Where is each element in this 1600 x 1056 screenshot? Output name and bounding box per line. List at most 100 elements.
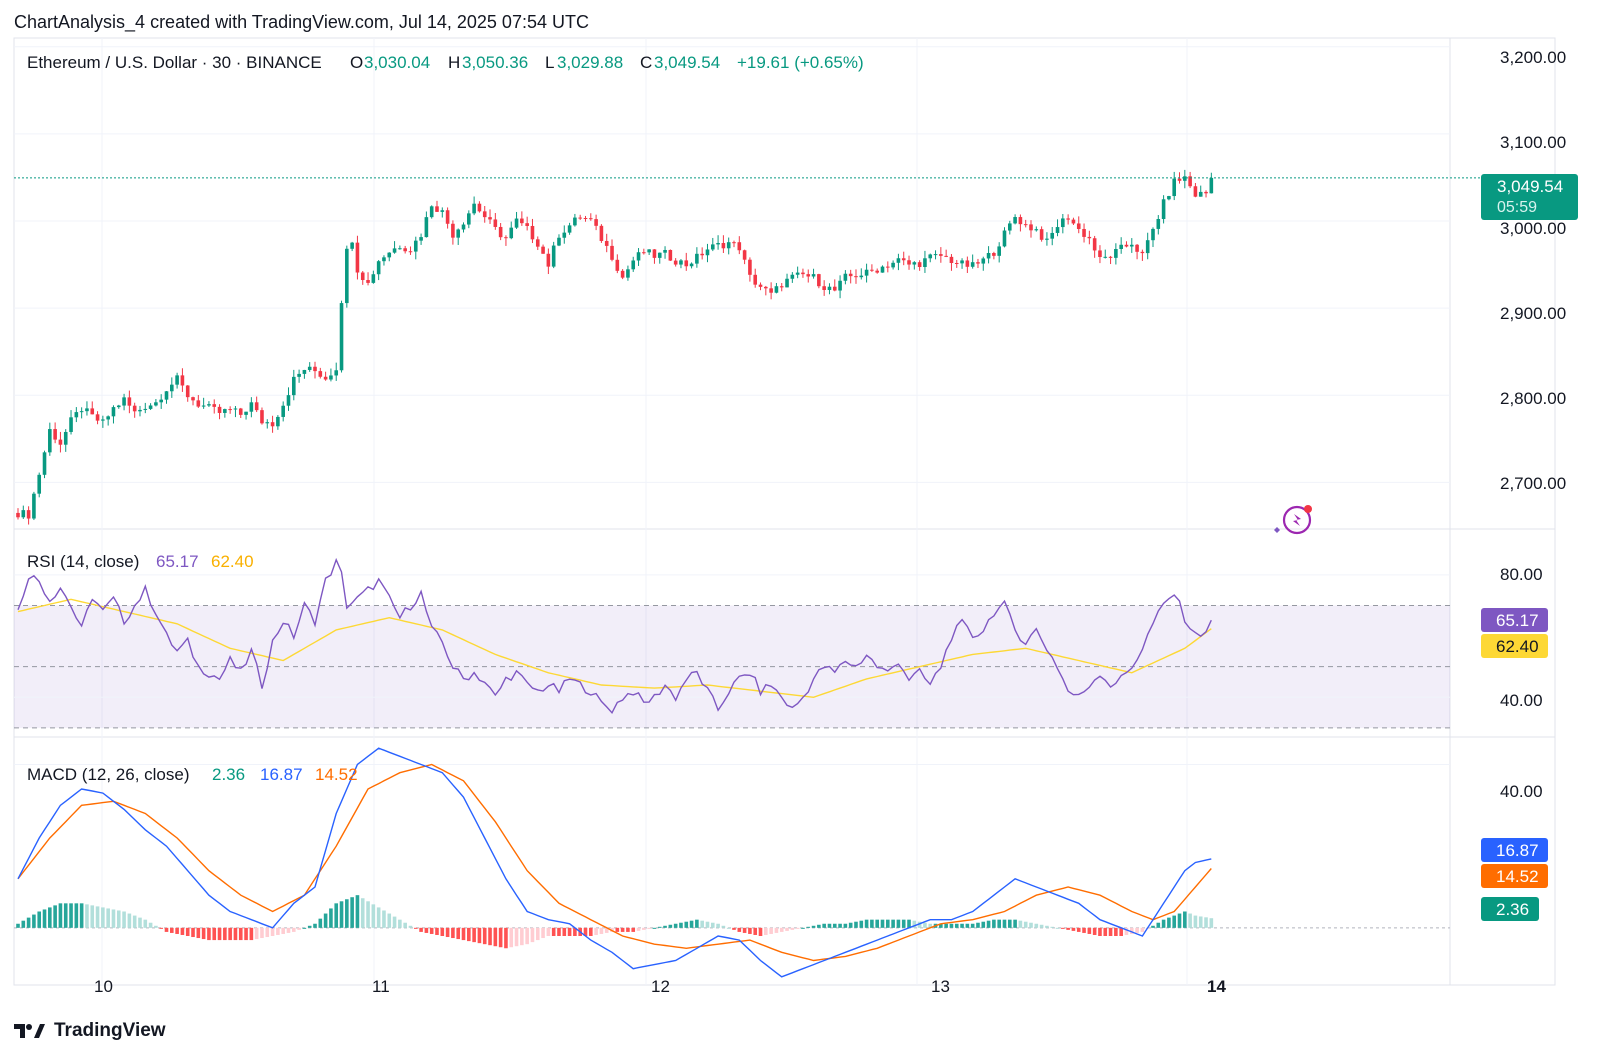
candle-body (642, 252, 646, 254)
candle-body (32, 493, 36, 519)
candle-body (228, 409, 232, 411)
candle-body (451, 223, 455, 238)
tradingview-branding[interactable]: TradingView (14, 1020, 166, 1042)
candle-body (859, 275, 864, 278)
macd-histogram-bar (748, 927, 752, 934)
candle-body (689, 263, 694, 267)
candle-body (684, 260, 689, 267)
candle-body (1209, 177, 1214, 194)
macd-histogram-bar (562, 927, 567, 936)
candle-body (413, 240, 418, 252)
symbol-label[interactable]: Ethereum / U.S. Dollar · 30 · BINANCE (27, 53, 322, 72)
candle-body (594, 219, 598, 226)
candle-body (191, 397, 195, 401)
candle-body (764, 286, 768, 289)
candle-body (626, 269, 630, 278)
macd-histogram-bar (1119, 927, 1123, 936)
macd-histogram-bar (387, 913, 392, 928)
macd-histogram-bar (467, 927, 471, 942)
candle-body (652, 249, 657, 258)
candle-body (1156, 219, 1161, 229)
macd-histogram-bar (286, 927, 291, 933)
macd-histogram-bar (679, 922, 683, 928)
macd-label[interactable]: MACD (12, 26, close) (27, 765, 190, 784)
candle-body (154, 402, 158, 406)
macd-histogram-bar (1177, 913, 1182, 928)
macd-histogram-bar (79, 903, 84, 928)
candle-body (143, 408, 148, 410)
candle-body (1167, 196, 1171, 200)
candle-body (1135, 244, 1139, 252)
candle-body (270, 422, 275, 427)
macd-histogram-bar (1034, 923, 1039, 928)
macd-histogram-bar (620, 927, 625, 932)
candle-body (525, 223, 529, 226)
close-value: 3,049.54 (654, 53, 720, 72)
tradingview-logo-icon (14, 1024, 45, 1038)
macd-histogram-bar (170, 927, 174, 933)
macd-histogram-bar (270, 927, 275, 936)
macd-histogram-bar (302, 927, 307, 929)
macd-histogram-bar (429, 927, 434, 934)
rsi-ma-line (17, 598, 1212, 699)
candle-body (801, 272, 805, 275)
candle-body (610, 245, 614, 260)
macd-histogram-bar (525, 927, 529, 945)
assistant-icon[interactable] (1274, 505, 1312, 535)
rsi-legend-value: 65.17 (156, 552, 199, 571)
price-panel[interactable] (14, 46, 1481, 525)
rsi-label[interactable]: RSI (14, close) (27, 552, 139, 571)
candle-body (445, 210, 450, 224)
candle-body (291, 376, 296, 396)
rsi-tick: 80.00 (1500, 565, 1543, 584)
macd-histogram-bar (355, 895, 360, 928)
candle-body (848, 273, 853, 277)
candle-body (785, 278, 789, 288)
candle-body (589, 218, 593, 220)
macd-histogram-bar (514, 927, 519, 947)
candle-body (923, 258, 927, 267)
macd-histogram-bar (85, 904, 89, 928)
rsi-panel[interactable] (14, 557, 1450, 729)
macd-histogram-bar (498, 927, 503, 948)
macd-histogram-bar (801, 927, 805, 929)
candle-body (212, 404, 217, 407)
macd-histogram-bar (832, 923, 837, 928)
candle-body (726, 242, 731, 249)
candle-body (419, 237, 423, 241)
panel-frames (13, 37, 1556, 986)
candle-body (467, 213, 471, 225)
macd-histogram-bar (657, 926, 662, 928)
macd-histogram-bar (413, 927, 418, 929)
macd-histogram-bar (1156, 922, 1161, 928)
candle-body (16, 512, 20, 518)
trading-chart[interactable]: Ethereum / U.S. Dollar · 30 · BINANCE O … (0, 0, 1600, 1010)
candle-body (939, 254, 943, 256)
candle-body (493, 219, 498, 227)
price-tick: 3,000.00 (1500, 219, 1566, 238)
macd-histogram-bar (16, 923, 20, 928)
price-tick: 2,700.00 (1500, 474, 1566, 493)
macd-histogram-bar (138, 917, 142, 928)
candle-body (111, 407, 116, 417)
candle-body (392, 248, 397, 253)
macd-histogram-bar (488, 927, 492, 946)
macd-histogram-bar (477, 927, 482, 944)
candle-body (164, 391, 169, 400)
macd-histogram-bar (710, 922, 715, 928)
macd-histogram-bar (742, 927, 747, 933)
macd-histogram-bar (456, 927, 461, 940)
macd-histogram-bar (461, 927, 466, 941)
candle-body (795, 272, 800, 275)
macd-histogram-bar (970, 923, 975, 928)
macd-histogram-bar (891, 919, 895, 928)
macd-legend-value: 16.87 (260, 765, 303, 784)
macd-histogram-bar (42, 909, 47, 928)
macd-histogram-bar (811, 925, 816, 928)
macd-histogram-bar (307, 925, 312, 928)
candle-body (58, 439, 63, 445)
candle-body (573, 217, 577, 226)
macd-histogram-bar (472, 927, 476, 943)
macd-panel[interactable] (14, 747, 1450, 978)
macd-histogram-bar (1098, 927, 1102, 936)
